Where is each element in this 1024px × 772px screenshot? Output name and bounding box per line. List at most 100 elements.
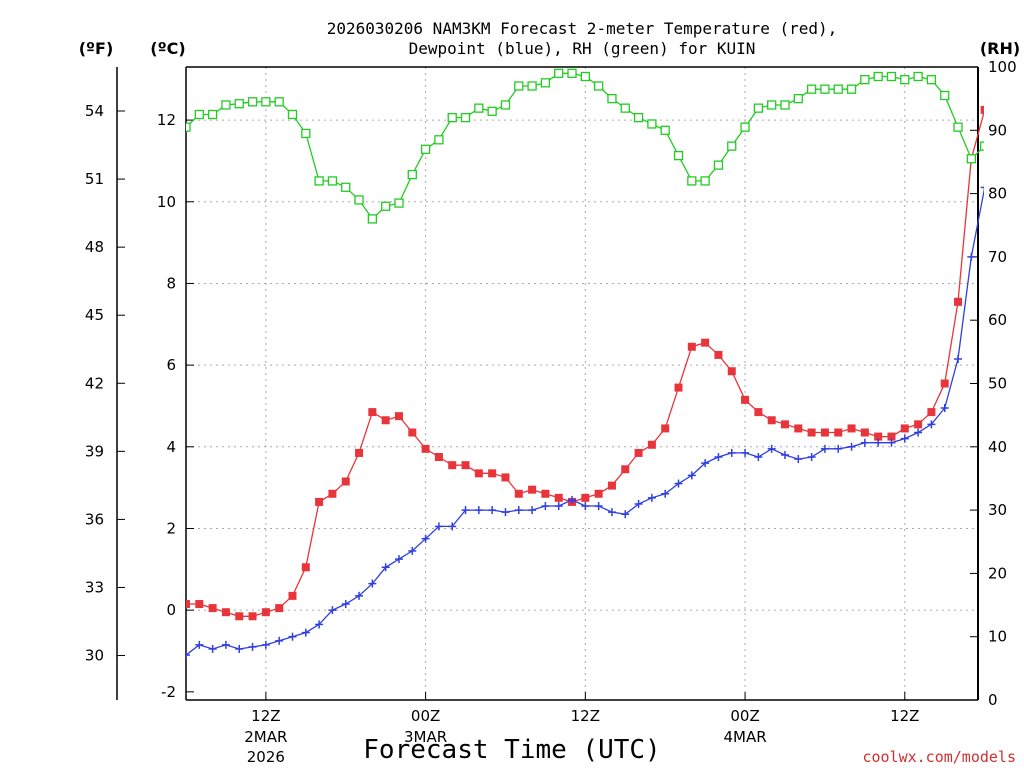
x-tick-label: 12Z — [890, 707, 919, 725]
temperature-point — [954, 297, 963, 306]
temperature-point — [900, 424, 909, 433]
celsius-tick-label: 8 — [166, 274, 176, 292]
rh-point — [367, 214, 378, 224]
rh-point — [474, 103, 484, 113]
temperature-point — [621, 465, 630, 474]
rh-point — [354, 195, 364, 205]
rh-point — [687, 176, 697, 186]
fahrenheit-tick-label: 36 — [85, 510, 104, 528]
temperature-point — [514, 489, 523, 498]
temperature-point — [887, 432, 896, 441]
dewpoint-point — [568, 495, 577, 504]
dewpoint-point — [514, 506, 523, 515]
dewpoint-point — [607, 508, 616, 517]
temperature-point — [421, 444, 430, 453]
rh-point — [500, 100, 511, 110]
rh-point — [527, 81, 537, 91]
temperature-point — [186, 600, 190, 609]
temperature-point — [195, 600, 204, 609]
dewpoint-point — [186, 651, 190, 660]
grid-lines — [186, 67, 978, 700]
dewpoint-point — [541, 502, 550, 511]
fahrenheit-tick-label: 54 — [85, 102, 104, 120]
rh-point — [407, 169, 417, 180]
x-axis-title: Forecast Time (UTC) — [363, 735, 660, 765]
rh-point — [447, 112, 457, 123]
dewpoint-point — [860, 438, 869, 447]
dewpoint-point — [261, 640, 270, 649]
rh-point — [780, 100, 790, 110]
temperature-point — [647, 440, 656, 449]
series-rh — [186, 68, 984, 224]
rh-point — [567, 68, 577, 78]
rh-point — [886, 71, 897, 82]
dewpoint-point — [315, 620, 324, 629]
rh-point — [793, 94, 803, 104]
dewpoint-point — [368, 579, 377, 588]
rh-tick-label: 0 — [988, 691, 998, 709]
dewpoint-point — [355, 591, 364, 600]
temperature-point — [780, 420, 789, 429]
rh-point — [673, 150, 684, 161]
rh-point — [607, 94, 617, 104]
x-tick-label: 00Z — [411, 707, 440, 725]
rh-point — [420, 144, 431, 154]
dewpoint-point — [807, 453, 816, 462]
temperature-point — [461, 461, 470, 470]
temperature-point — [221, 608, 230, 617]
temperature-point — [874, 432, 883, 441]
rh-point — [660, 125, 670, 135]
rh-tick-label: 10 — [988, 628, 1007, 646]
dewpoint-point — [394, 555, 403, 564]
temperature-point — [634, 448, 643, 457]
dewpoint-point — [847, 442, 856, 451]
rh-point — [820, 84, 830, 94]
rh-point — [434, 135, 444, 145]
celsius-tick-label: 0 — [166, 601, 176, 619]
rh-point — [767, 100, 777, 110]
fahrenheit-tick-label: 39 — [85, 442, 104, 460]
chart-title-line2: Dewpoint (blue), RH (green) for KUIN — [409, 39, 756, 58]
temperature-point — [607, 481, 616, 490]
dewpoint-point — [341, 600, 350, 609]
dewpoint-point — [488, 506, 497, 515]
dewpoint-point — [927, 420, 936, 429]
rh-point — [740, 122, 750, 132]
temperature-point — [581, 493, 590, 502]
rh-point — [274, 97, 284, 107]
temperature-point — [980, 105, 984, 114]
rh-point — [247, 97, 258, 107]
celsius-tick-label: -2 — [161, 683, 176, 701]
dewpoint-point — [714, 453, 723, 462]
dewpoint-point — [528, 506, 537, 515]
temperature-point — [554, 493, 563, 502]
fahrenheit-tick-label: 51 — [85, 170, 104, 188]
dewpoint-point — [967, 252, 976, 261]
credit-link[interactable]: coolwx.com/models — [862, 748, 1016, 766]
rh-point — [194, 109, 204, 120]
temperature-point — [301, 563, 310, 572]
rh-point — [727, 141, 737, 151]
x-tick-label: 12Z — [251, 707, 280, 725]
rh-point — [381, 201, 391, 211]
temperature-point — [727, 367, 736, 376]
temperature-point — [661, 424, 670, 433]
rh-point — [913, 71, 923, 82]
rh-tick-label: 40 — [988, 438, 1007, 456]
rh-point — [261, 97, 271, 107]
rh-point — [966, 154, 976, 164]
dewpoint-point — [780, 450, 789, 459]
dewpoint-point — [820, 444, 829, 453]
dewpoint-point — [448, 522, 457, 531]
temperature-point — [488, 469, 497, 478]
temperature-point — [927, 408, 936, 417]
fahrenheit-tick-label: 48 — [85, 238, 104, 256]
celsius-tick-label: 10 — [157, 193, 176, 211]
x-year-label: 2026 — [247, 748, 285, 766]
rh-point — [314, 176, 324, 186]
x-date-label: 3MAR — [404, 728, 447, 746]
temperature-point — [341, 477, 350, 486]
dewpoint-point — [275, 636, 284, 645]
temperature-point — [940, 379, 949, 388]
